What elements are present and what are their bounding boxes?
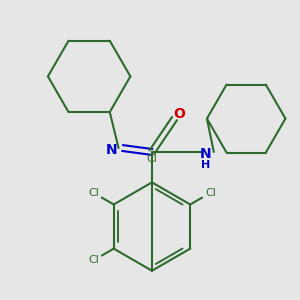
Text: O: O bbox=[173, 107, 185, 121]
Text: H: H bbox=[201, 160, 211, 170]
Text: N: N bbox=[106, 143, 118, 157]
Text: Cl: Cl bbox=[205, 188, 216, 198]
Text: Cl: Cl bbox=[88, 255, 99, 266]
Text: Cl: Cl bbox=[88, 188, 99, 198]
Text: Cl: Cl bbox=[146, 154, 158, 164]
Text: N: N bbox=[200, 147, 212, 161]
